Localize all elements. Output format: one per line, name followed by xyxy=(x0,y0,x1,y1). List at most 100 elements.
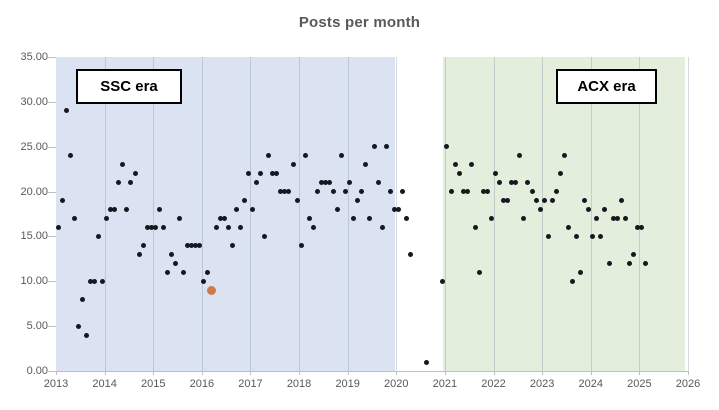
x-tick xyxy=(56,371,57,375)
data-point xyxy=(606,260,612,266)
gridline xyxy=(299,57,301,371)
data-point xyxy=(626,260,632,266)
data-point xyxy=(124,207,130,212)
ssc-era-region xyxy=(56,57,395,371)
data-point xyxy=(59,198,65,204)
data-point xyxy=(561,153,567,159)
data-point xyxy=(594,215,600,221)
data-point xyxy=(456,171,462,177)
data-point xyxy=(460,189,466,195)
data-point xyxy=(189,242,195,248)
data-point xyxy=(533,198,539,204)
gridline xyxy=(104,57,106,371)
data-point xyxy=(55,224,61,230)
x-tick-label: 2013 xyxy=(43,378,69,390)
data-point xyxy=(160,224,166,230)
data-point xyxy=(367,215,373,221)
data-point xyxy=(205,269,211,275)
y-tick xyxy=(48,146,56,148)
data-point xyxy=(197,242,203,248)
data-point xyxy=(424,359,430,365)
data-point xyxy=(120,162,126,168)
data-point xyxy=(525,180,531,186)
data-point xyxy=(622,215,628,221)
data-point xyxy=(221,215,227,221)
data-point xyxy=(249,207,255,212)
data-point xyxy=(306,215,312,221)
data-point xyxy=(440,278,446,284)
data-point xyxy=(225,224,231,230)
x-tick-label: 2016 xyxy=(189,378,215,390)
data-point xyxy=(403,215,409,221)
x-tick-label: 2024 xyxy=(578,378,603,390)
x-tick xyxy=(201,371,203,375)
data-point xyxy=(610,215,616,221)
data-point xyxy=(201,278,207,284)
data-point xyxy=(630,251,636,257)
x-tick-label: 2026 xyxy=(675,378,701,390)
data-point xyxy=(407,251,413,257)
gridline xyxy=(396,57,398,371)
data-point xyxy=(582,198,588,204)
data-point xyxy=(355,198,361,204)
data-point xyxy=(278,189,284,195)
gridline xyxy=(493,57,495,371)
data-point xyxy=(489,215,494,221)
data-point xyxy=(480,189,486,195)
y-tick-label: 35.00 xyxy=(20,51,48,63)
x-tick-label: 2021 xyxy=(432,378,458,390)
data-point xyxy=(254,180,260,186)
y-tick-label: 5.00 xyxy=(26,320,48,333)
data-point xyxy=(173,260,178,266)
x-tick xyxy=(396,371,398,375)
data-point xyxy=(318,180,324,186)
data-point xyxy=(310,224,316,230)
gridline xyxy=(444,57,446,371)
data-point xyxy=(399,189,405,195)
data-point xyxy=(168,251,174,257)
data-point xyxy=(614,215,620,221)
data-point xyxy=(245,171,251,177)
data-point xyxy=(343,189,349,195)
data-point xyxy=(331,189,336,195)
data-point xyxy=(383,144,389,150)
data-point xyxy=(140,242,146,248)
data-point xyxy=(326,180,332,186)
y-tick xyxy=(48,236,56,238)
data-point xyxy=(185,242,191,248)
data-point xyxy=(347,180,353,186)
data-point xyxy=(116,180,122,186)
data-point xyxy=(553,189,559,195)
data-point xyxy=(96,233,102,239)
data-point xyxy=(241,198,247,204)
data-point xyxy=(517,153,523,159)
data-point xyxy=(557,171,563,177)
acx-era-region xyxy=(442,57,686,371)
data-point xyxy=(237,224,243,230)
data-point xyxy=(638,224,644,230)
x-tick xyxy=(493,371,495,375)
data-point xyxy=(164,269,170,275)
highlighted-data-point xyxy=(207,285,217,295)
data-point xyxy=(67,153,73,159)
data-point xyxy=(359,189,365,195)
data-point xyxy=(79,296,85,302)
gridline xyxy=(347,57,349,371)
data-point xyxy=(302,153,308,159)
data-point xyxy=(618,198,624,204)
data-point xyxy=(322,180,328,186)
data-point xyxy=(229,242,235,248)
data-point xyxy=(112,207,118,212)
data-point xyxy=(286,189,292,195)
data-point xyxy=(177,215,183,221)
x-tick xyxy=(153,371,155,375)
data-point xyxy=(598,233,604,239)
y-tick-label: 0.00 xyxy=(26,365,48,377)
y-tick-label: 15.00 xyxy=(20,230,48,243)
data-point xyxy=(290,162,296,168)
data-point xyxy=(371,144,377,150)
x-tick-label: 2017 xyxy=(238,378,263,390)
data-point xyxy=(529,189,535,195)
x-tick xyxy=(639,371,641,375)
